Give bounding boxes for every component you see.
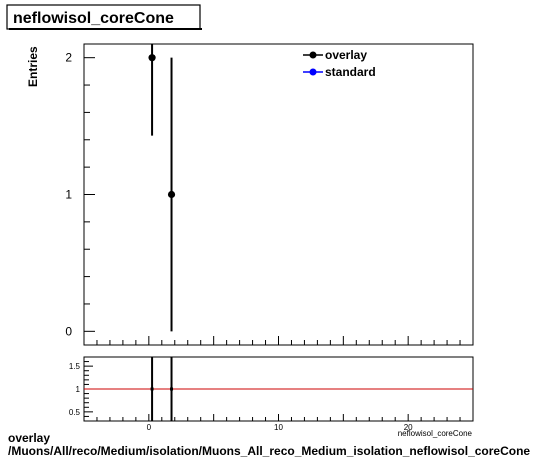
x-axis-label: neflowisol_coreCone — [398, 429, 473, 438]
main-data-layer — [148, 44, 176, 332]
footer-caption-line1: overlay — [8, 431, 51, 445]
y-tick-label: 2 — [65, 51, 72, 65]
ratio-x-tick-label: 10 — [274, 423, 283, 432]
y-axis-label: Entries — [26, 46, 40, 87]
ratio-x-axis: 0 10 20 — [96, 414, 461, 432]
ratio-point — [170, 387, 174, 391]
ratio-x-tick-label: 0 — [147, 423, 152, 432]
y-tick-label: 0 — [65, 324, 72, 338]
ratio-y-tick-label: 0.5 — [69, 408, 81, 417]
title-box-shadow — [9, 28, 202, 30]
ratio-y-tick-label: 1.5 — [69, 362, 81, 371]
footer-caption-line2: /Muons/All/reco/Medium/isolation/Muons_A… — [8, 444, 531, 458]
legend-marker-standard — [309, 68, 317, 76]
ratio-x-tick-label: 20 — [404, 423, 413, 432]
title-box — [6, 4, 201, 30]
legend: overlay standard — [303, 48, 376, 79]
ratio-point — [150, 387, 154, 391]
ratio-data-layer — [84, 357, 473, 421]
chart-title: neflowisol_coreCone — [13, 10, 174, 27]
legend-label-standard: standard — [325, 65, 376, 79]
main-plot-frame — [83, 43, 474, 346]
main-x-axis — [96, 336, 461, 345]
data-point — [167, 190, 176, 199]
legend-marker-overlay — [309, 51, 317, 59]
legend-label-overlay: overlay — [325, 48, 367, 62]
ratio-y-tick-label: 1 — [76, 385, 81, 394]
data-point — [148, 54, 156, 62]
y-tick-label: 1 — [65, 188, 72, 202]
main-y-axis: 0 1 2 — [65, 51, 95, 338]
